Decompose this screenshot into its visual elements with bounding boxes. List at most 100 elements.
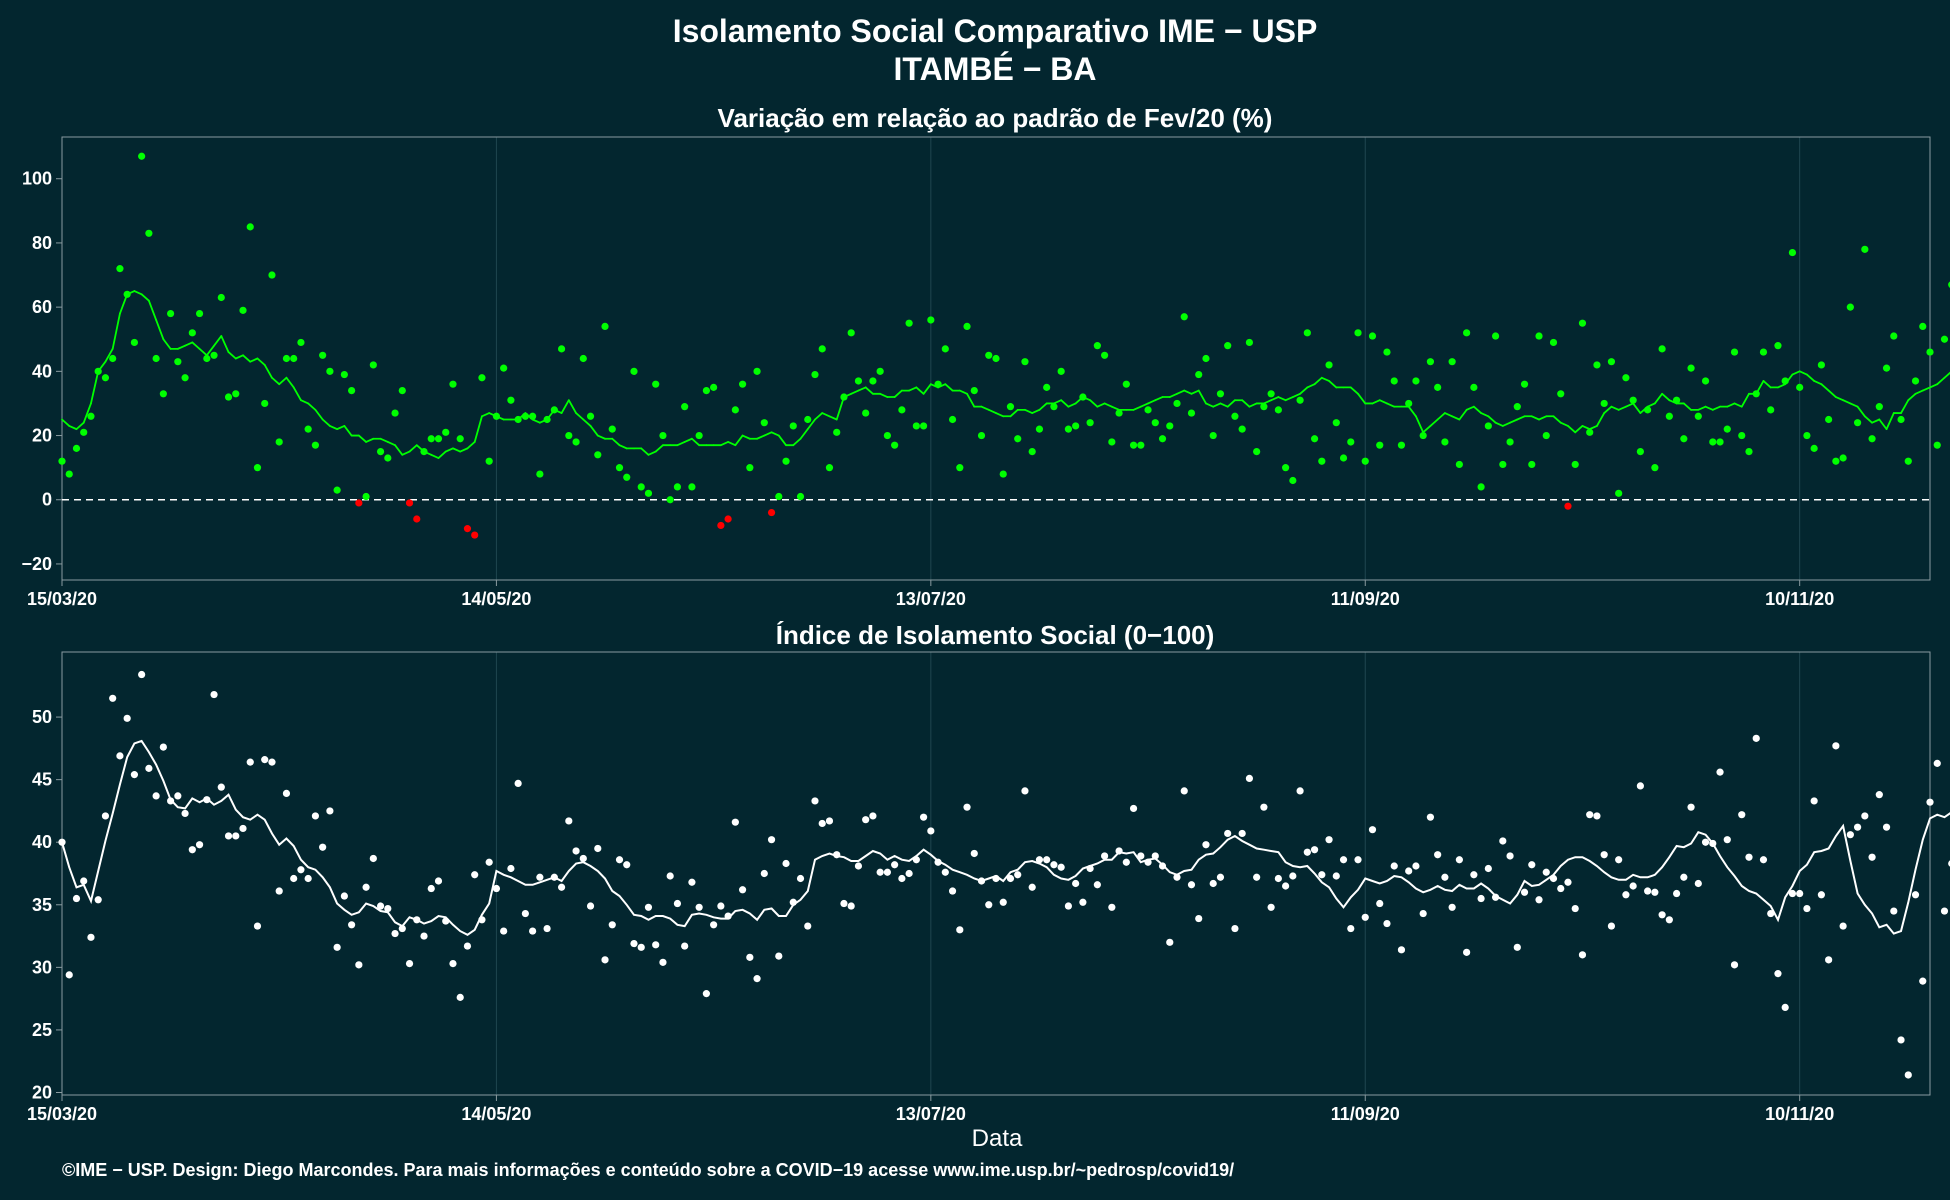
panel-2-data-point xyxy=(224,832,233,840)
panel-1-data-point xyxy=(1253,447,1261,456)
panel-1-data-point xyxy=(1108,438,1116,446)
panel-1-data-point xyxy=(239,306,247,314)
panel-1-data-point xyxy=(586,412,595,420)
panel-1-moving-average-segment xyxy=(1943,371,1950,379)
panel-1-data-point xyxy=(847,329,855,337)
panel-1-data-point xyxy=(1006,403,1015,411)
panel-1-data-point xyxy=(1788,248,1797,257)
panel-1-data-point xyxy=(536,470,544,478)
panel-1-moving-average-segment xyxy=(864,386,874,395)
panel-1-moving-average-segment xyxy=(1147,399,1157,405)
panel-2-data-point xyxy=(1289,872,1297,880)
panel-2-data-point xyxy=(876,868,884,876)
panel-1-data-point xyxy=(854,377,863,385)
panel-2-data-point xyxy=(550,873,558,881)
panel-1-moving-average-segment xyxy=(1726,402,1736,408)
panel-1-data-point xyxy=(138,152,146,160)
panel-1-data-point xyxy=(123,290,131,298)
panel-2-data-point xyxy=(1940,907,1949,915)
panel-1-moving-average-segment xyxy=(263,364,273,379)
panel-1-data-point xyxy=(1050,403,1058,411)
panel-1-moving-average-segment xyxy=(980,405,990,411)
panel-2-data-point xyxy=(384,904,392,913)
panel-1-data-point xyxy=(1426,358,1435,366)
panel-2-data-point xyxy=(948,887,957,895)
panel-1-moving-average-segment xyxy=(719,441,730,447)
panel-2-data-point xyxy=(1180,787,1188,795)
panel-1-data-point xyxy=(130,338,139,347)
panel-2-data-point xyxy=(1253,873,1261,881)
panel-1-moving-average-segment xyxy=(133,290,143,296)
panel-2-data-point xyxy=(782,859,790,868)
panel-2-data-point xyxy=(623,861,631,869)
panel-1-data-point xyxy=(1622,374,1630,382)
panel-2-data-point xyxy=(1933,759,1941,767)
panel-1-data-point xyxy=(1759,348,1768,356)
panel-1-moving-average-segment xyxy=(683,437,693,443)
panel-1-moving-average-segment xyxy=(857,386,867,392)
panel-2-data-point xyxy=(138,670,146,679)
panel-2-data-point xyxy=(1564,878,1572,886)
panel-1-moving-average-segment xyxy=(1349,386,1359,395)
panel-1-data-point xyxy=(1224,342,1232,350)
panel-1-data-point xyxy=(1086,419,1094,427)
panel-1-moving-average-segment xyxy=(1914,389,1924,395)
panel-2-data-point xyxy=(717,902,725,910)
panel-1-moving-average-segment xyxy=(1436,412,1446,421)
panel-1-moving-average-segment xyxy=(814,412,824,421)
panel-1-moving-average-segment xyxy=(611,437,621,447)
panel-1-moving-average-segment xyxy=(1132,405,1142,411)
panel-1-moving-average-segment xyxy=(1596,412,1606,427)
panel-1-data-point xyxy=(1180,313,1188,321)
panel-2-data-point xyxy=(471,871,479,879)
panel-1-moving-average-segment xyxy=(68,425,78,431)
panel-2-data-point xyxy=(362,883,370,891)
panel-2-data-point xyxy=(463,942,472,950)
panel-2-data-point xyxy=(1434,851,1442,859)
panel-2-index-chart: 20 25 30 35 40 45 50 15/03/20 14/05/20 13/07/20 11… xyxy=(27,651,1950,1124)
panel-1-data-point xyxy=(94,367,102,375)
panel-2-data-point xyxy=(1578,951,1587,959)
panel-2-data-point xyxy=(1672,889,1681,898)
panel-1-moving-average-segment xyxy=(1277,396,1287,402)
panel-1-data-point xyxy=(1187,409,1196,417)
panel-1-data-point xyxy=(1101,351,1109,359)
panel-2-data-point xyxy=(1593,812,1601,820)
panel-2-x-axis-label: Data xyxy=(972,1125,1023,1152)
panel-1-data-point xyxy=(485,457,493,465)
panel-1-data-point xyxy=(1723,425,1731,433)
panel-1-data-point xyxy=(1463,329,1471,337)
panel-1-moving-average-segment xyxy=(1509,418,1519,424)
panel-1-data-point xyxy=(1774,342,1782,350)
panel-2-data-point xyxy=(1115,847,1123,855)
panel-1-data-point xyxy=(434,435,443,443)
panel-2-data-point xyxy=(1405,867,1413,875)
panel-1-data-point xyxy=(1709,438,1717,446)
panel-1-moving-average-segment xyxy=(1603,405,1613,414)
panel-1-data-point xyxy=(565,431,573,440)
panel-1-data-point xyxy=(304,425,312,433)
panel-1-moving-average-segment xyxy=(1205,402,1215,408)
panel-2-data-point xyxy=(557,883,566,891)
panel-1-moving-average-segment xyxy=(1552,415,1562,424)
panel-1-data-point xyxy=(1332,419,1340,427)
panel-1-data-point xyxy=(688,483,696,491)
panel-2-data-point xyxy=(319,843,327,851)
panel-1-data-point xyxy=(109,354,117,363)
panel-1-data-point xyxy=(898,406,906,414)
panel-1-moving-average-segment xyxy=(567,399,577,414)
panel-1-data-point xyxy=(637,483,645,491)
panel-1-data-point xyxy=(1745,447,1753,456)
panel-2-data-point xyxy=(1716,768,1724,776)
panel-2-data-point xyxy=(1035,856,1044,864)
panel-2-data-point xyxy=(1665,916,1673,924)
panel-2-data-point xyxy=(586,902,595,910)
panel-2-data-point xyxy=(543,924,551,933)
panel-2-data-point xyxy=(1586,811,1594,819)
panel-1-moving-average-segment xyxy=(1871,418,1881,424)
panel-2-data-point xyxy=(1629,882,1637,890)
panel-1-moving-average-segment xyxy=(357,434,367,443)
panel-2-data-point xyxy=(1006,874,1015,883)
panel-1-data-point xyxy=(1376,441,1384,449)
panel-1-data-point xyxy=(796,492,805,501)
